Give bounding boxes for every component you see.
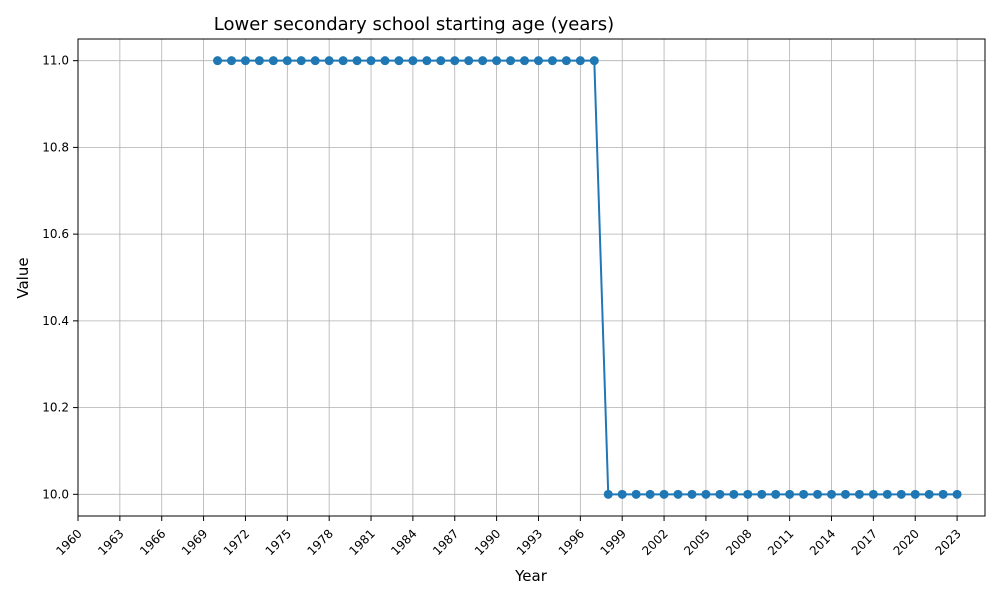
data-point — [701, 489, 711, 499]
x-tick-label: 1984 — [388, 527, 419, 558]
x-tick-label: 1990 — [472, 527, 503, 558]
data-point — [882, 489, 892, 499]
data-point — [827, 489, 837, 499]
data-point — [408, 56, 418, 66]
x-tick-label: 2002 — [639, 527, 670, 558]
data-point — [813, 489, 823, 499]
grid-lines — [77, 39, 985, 516]
data-point — [352, 56, 362, 66]
data-point — [492, 56, 502, 66]
data-point — [450, 56, 460, 66]
x-tick-label: 2023 — [932, 527, 963, 558]
data-point — [757, 489, 767, 499]
data-point — [436, 56, 446, 66]
data-point — [533, 56, 543, 66]
data-points — [213, 56, 962, 499]
data-point — [561, 56, 571, 66]
x-tick-label: 1999 — [598, 527, 629, 558]
x-tick-label: 1978 — [304, 527, 335, 558]
data-point — [840, 489, 850, 499]
plot-frame — [77, 38, 986, 517]
data-point — [506, 56, 516, 66]
x-axis-label: Year — [514, 567, 548, 585]
data-point — [254, 56, 264, 66]
data-point — [324, 56, 334, 66]
data-point — [422, 56, 432, 66]
data-point — [338, 56, 348, 66]
x-tick-label: 2014 — [807, 527, 838, 558]
data-point — [213, 56, 223, 66]
y-tick-label: 10.8 — [42, 140, 69, 154]
x-tick-label: 2008 — [723, 527, 754, 558]
chart-title: Lower secondary school starting age (yea… — [214, 14, 614, 35]
data-point — [910, 489, 920, 499]
x-tick-label: 1981 — [346, 527, 377, 558]
x-tick-label: 2005 — [681, 527, 712, 558]
data-point — [226, 56, 236, 66]
data-point — [589, 56, 599, 66]
data-point — [478, 56, 488, 66]
data-point — [645, 489, 655, 499]
x-tick-label: 2017 — [849, 527, 880, 558]
data-point — [715, 489, 725, 499]
data-point — [854, 489, 864, 499]
data-point — [603, 489, 613, 499]
data-point — [631, 489, 641, 499]
x-tick-label: 1993 — [514, 527, 545, 558]
data-point — [924, 489, 934, 499]
data-point — [575, 56, 585, 66]
data-point — [938, 489, 948, 499]
x-tick-label: 1972 — [221, 527, 252, 558]
data-point — [952, 489, 962, 499]
y-tick-label: 10.2 — [42, 401, 69, 415]
data-point — [729, 489, 739, 499]
data-point — [868, 489, 878, 499]
data-point — [394, 56, 404, 66]
data-point — [771, 489, 781, 499]
data-point — [282, 56, 292, 66]
series-layer — [213, 56, 962, 499]
data-point — [520, 56, 530, 66]
data-point — [240, 56, 250, 66]
data-point — [296, 56, 306, 66]
x-tick-label: 1987 — [430, 527, 461, 558]
data-point — [785, 489, 795, 499]
data-point — [617, 489, 627, 499]
x-tick-label: 1996 — [556, 527, 587, 558]
data-point — [310, 56, 320, 66]
x-tick-label: 1969 — [179, 527, 210, 558]
y-axis-label: Value — [14, 257, 32, 298]
data-point — [673, 489, 683, 499]
y-tick-label: 10.4 — [42, 314, 69, 328]
x-tick-label: 1966 — [137, 527, 168, 558]
data-point — [366, 56, 376, 66]
series-line — [217, 59, 958, 496]
x-tick-label: 1963 — [95, 527, 126, 558]
data-point — [464, 56, 474, 66]
data-point — [799, 489, 809, 499]
y-tick-label: 10.0 — [42, 487, 69, 501]
y-tick-label: 11.0 — [42, 54, 69, 68]
data-point — [743, 489, 753, 499]
data-point — [380, 56, 390, 66]
data-point — [687, 489, 697, 499]
data-point — [659, 489, 669, 499]
x-axis-ticks: 1960 1963 1966 1969 1972 1975 1978 1981 1984 1987… — [53, 516, 964, 558]
data-point — [268, 56, 278, 66]
y-tick-label: 10.6 — [42, 227, 69, 241]
data-point — [896, 489, 906, 499]
x-tick-label: 2011 — [765, 527, 796, 558]
x-tick-label: 1975 — [263, 527, 294, 558]
x-tick-label: 1960 — [53, 527, 84, 558]
y-axis-ticks: 10.0 10.2 10.4 10.6 10.8 11.0 — [42, 54, 78, 501]
x-tick-label: 2020 — [891, 527, 922, 558]
data-point — [547, 56, 557, 66]
